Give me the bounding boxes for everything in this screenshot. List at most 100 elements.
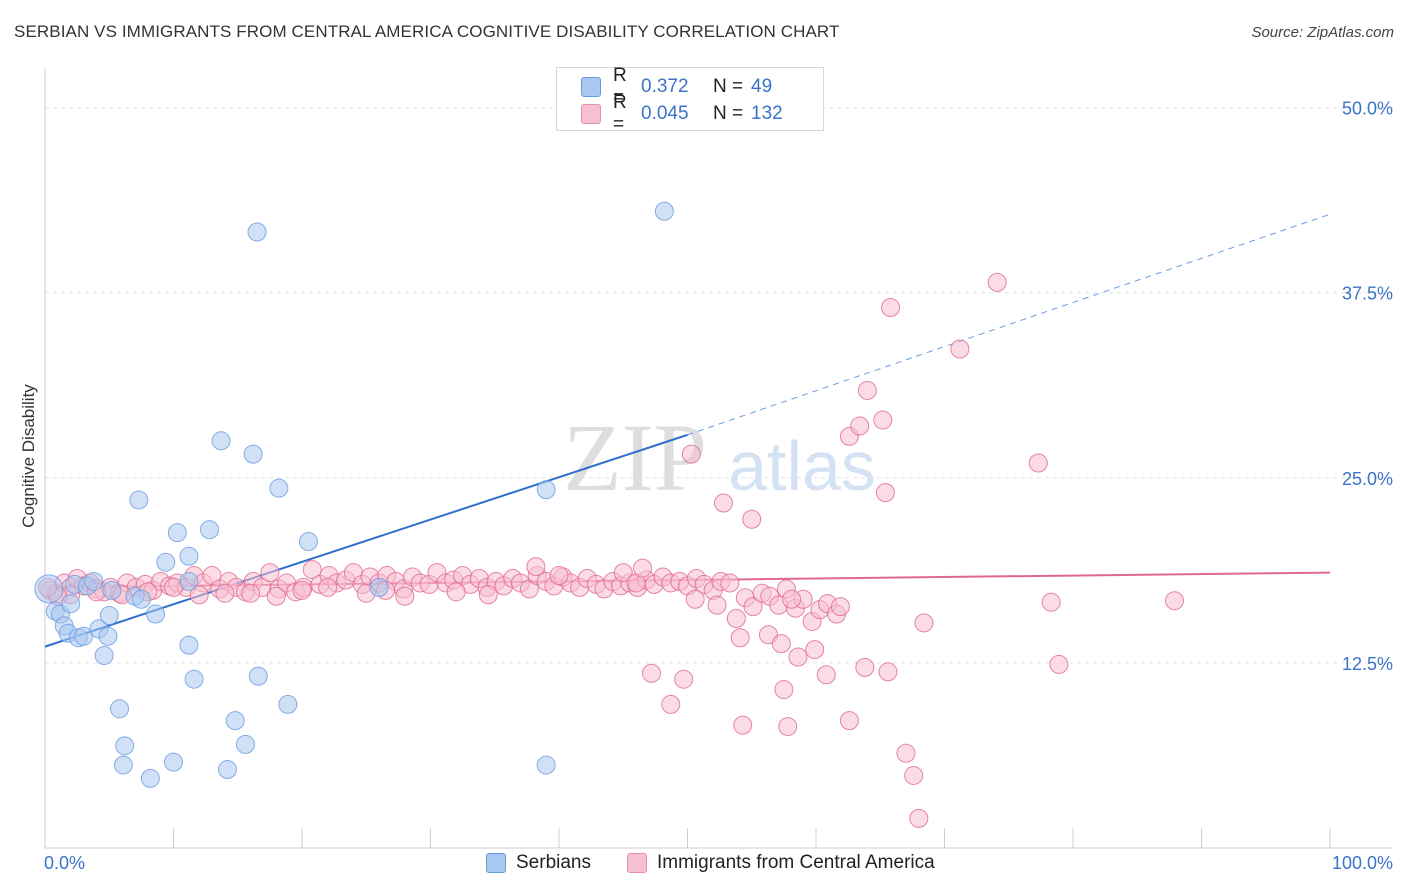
trend-line-serbians-extension — [687, 213, 1331, 436]
data-point — [235, 734, 255, 754]
legend-r-value: 0.045 — [641, 103, 689, 124]
series-central-america — [38, 272, 1185, 828]
data-point — [788, 647, 808, 667]
chart-title: SERBIAN VS IMMIGRANTS FROM CENTRAL AMERI… — [14, 22, 840, 41]
data-point — [189, 585, 209, 605]
data-point — [839, 711, 859, 731]
data-point — [950, 339, 970, 359]
data-point — [536, 755, 556, 775]
data-point — [298, 531, 318, 551]
data-point — [302, 560, 322, 580]
data-point — [179, 546, 199, 566]
data-point — [61, 594, 81, 614]
y-tick-label: 25.0% — [1342, 469, 1393, 489]
data-point — [164, 752, 183, 772]
legend-swatch-central-america — [581, 104, 601, 124]
data-point — [681, 444, 701, 464]
y-axis-label: Cognitive Disability — [19, 384, 38, 528]
data-point — [247, 222, 267, 242]
data-point — [1041, 592, 1061, 612]
y-tick-label: 50.0% — [1342, 99, 1393, 119]
data-point — [217, 760, 237, 780]
data-point — [1049, 654, 1069, 674]
data-point — [771, 634, 791, 654]
data-point — [633, 558, 653, 578]
data-point — [199, 520, 219, 540]
data-point — [526, 557, 546, 577]
data-point — [726, 608, 746, 628]
data-point — [266, 586, 286, 606]
data-point — [881, 298, 901, 318]
data-point — [707, 595, 727, 615]
data-point — [878, 662, 898, 682]
data-point — [730, 628, 750, 648]
data-point — [211, 431, 231, 451]
series-legend-serbians: Serbians — [486, 852, 591, 874]
data-point — [99, 606, 119, 626]
data-point — [225, 711, 245, 731]
data-point — [720, 573, 740, 593]
correlation-legend: R = 0.372 N = 49 R = 0.045 N = 132 — [556, 65, 824, 135]
data-point — [549, 566, 569, 586]
data-point — [830, 597, 850, 617]
data-point — [478, 585, 498, 605]
legend-n-label: N = — [713, 103, 744, 124]
data-point — [115, 736, 135, 756]
data-point — [1165, 591, 1185, 611]
x-tick-label-min: 0.0% — [44, 853, 85, 873]
y-tick-label: 37.5% — [1342, 284, 1393, 304]
data-point — [167, 523, 187, 543]
data-point — [74, 626, 94, 646]
data-point — [260, 563, 280, 583]
data-point — [713, 493, 733, 513]
series-serbians — [34, 201, 674, 788]
data-point — [674, 669, 694, 689]
data-point — [84, 571, 104, 591]
data-point — [857, 380, 877, 400]
data-point — [98, 626, 118, 646]
data-point — [536, 480, 556, 500]
data-points — [34, 201, 1185, 828]
data-point — [914, 613, 934, 633]
data-point — [896, 743, 916, 763]
data-point — [805, 640, 825, 660]
data-point — [742, 509, 762, 529]
series-swatch-serbians — [486, 853, 506, 873]
legend-row-serbians: R = 0.372 N = 49 — [581, 65, 772, 108]
series-label-serbians: Serbians — [516, 852, 591, 873]
data-point — [661, 694, 681, 714]
data-point — [743, 597, 763, 617]
data-point — [179, 635, 199, 655]
legend-r-value: 0.372 — [641, 76, 689, 97]
tick-labels: 12.5% 25.0% 37.5% 50.0% 0.0% 100.0% — [44, 99, 1393, 873]
data-point — [685, 589, 705, 609]
axes — [44, 68, 1392, 849]
data-point — [243, 444, 263, 464]
data-point — [156, 552, 176, 572]
data-point — [782, 589, 802, 609]
data-point — [654, 201, 674, 221]
data-point — [241, 583, 261, 603]
legend-r-label: R = — [613, 92, 627, 135]
data-point — [904, 765, 924, 785]
y-tick-label: 12.5% — [1342, 654, 1393, 674]
data-point — [215, 583, 235, 603]
data-point — [642, 663, 662, 683]
data-point — [446, 582, 466, 602]
series-legend: Serbians Immigrants from Central America — [0, 852, 1406, 878]
data-point — [816, 665, 836, 685]
legend-n-label: N = — [713, 76, 744, 97]
data-point — [184, 669, 204, 689]
data-point — [278, 694, 298, 714]
data-point — [146, 604, 166, 624]
x-tick-label-max: 100.0% — [1332, 853, 1393, 873]
data-point — [113, 755, 133, 775]
legend-row-central-america: R = 0.045 N = 132 — [581, 92, 783, 135]
data-point — [129, 490, 149, 510]
data-point — [873, 410, 893, 430]
trend-line-serbians — [44, 433, 688, 648]
data-point — [613, 563, 633, 583]
data-point — [269, 478, 289, 498]
data-point — [909, 808, 929, 828]
